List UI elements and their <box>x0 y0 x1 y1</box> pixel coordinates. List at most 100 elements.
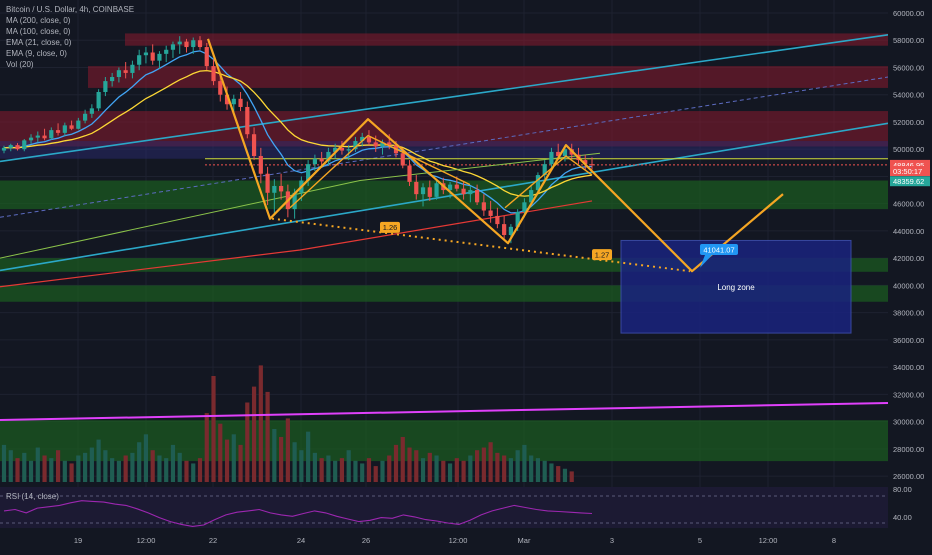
indicator-rsi[interactable]: RSI (14, close) <box>6 492 59 501</box>
indicator-ema21[interactable]: EMA (21, close, 0) <box>6 38 72 47</box>
volume-bar <box>468 455 473 482</box>
volume-bar <box>393 444 399 482</box>
volume-bar <box>461 460 466 482</box>
volume-bar <box>535 458 541 482</box>
volume-bar <box>69 463 74 482</box>
candle-body <box>589 164 595 166</box>
volume-bar <box>231 434 236 482</box>
volume-bar <box>407 447 412 482</box>
volume-panel <box>0 365 889 482</box>
volume-bar <box>285 418 290 482</box>
price-tick-label: 38000.00 <box>893 309 924 318</box>
volume-bar <box>380 460 385 482</box>
volume-bar <box>218 423 223 482</box>
symbol-title[interactable]: Bitcoin / U.S. Dollar, 4h, COINBASE <box>6 5 135 14</box>
fib-label-1-27: 1.27 <box>595 250 610 259</box>
volume-bar <box>427 452 432 482</box>
volume-bar <box>130 452 135 482</box>
volume-bar <box>238 444 243 482</box>
candle-body <box>333 147 338 152</box>
indicator-volume[interactable]: Vol (20) <box>6 60 34 69</box>
candle-body <box>326 151 331 162</box>
candle-body <box>468 190 473 195</box>
time-tick-label: 12:00 <box>759 536 778 545</box>
candle-body <box>373 142 378 147</box>
candle-body <box>366 136 372 143</box>
candle-body <box>502 224 507 236</box>
volume-bar <box>123 455 128 482</box>
candle-body <box>522 202 527 212</box>
candle-body <box>407 165 412 182</box>
candle-body <box>542 164 547 176</box>
volume-bar <box>326 455 331 482</box>
indicator-ma200[interactable]: MA (200, close, 0) <box>6 16 71 25</box>
volume-bar <box>116 460 121 482</box>
volume-bar <box>157 455 162 482</box>
volume-bar <box>76 455 81 482</box>
volume-bar <box>137 442 142 482</box>
volume-bar <box>28 460 34 482</box>
candle-body <box>279 185 284 192</box>
volume-bar <box>508 458 513 482</box>
volume-bar <box>22 452 27 482</box>
volume-bar <box>191 463 196 482</box>
time-tick-label: 26 <box>362 536 370 545</box>
candle-body <box>380 142 385 147</box>
volume-bar <box>556 466 561 482</box>
volume-bar <box>279 436 284 482</box>
fib-label-1-26-box <box>380 221 400 233</box>
candle-body <box>22 140 27 150</box>
channel-mid <box>0 76 889 218</box>
volume-bar <box>353 460 358 482</box>
candle-body <box>123 70 128 73</box>
indicator-ma100[interactable]: MA (100, close, 0) <box>6 27 71 36</box>
rsi-tick-label: 40.00 <box>893 513 912 522</box>
channel-upper <box>0 34 889 163</box>
long-zone-label: Long zone <box>717 283 755 292</box>
candle-body <box>251 134 257 157</box>
candle-body <box>150 52 155 61</box>
price-tick-label: 52000.00 <box>893 118 924 127</box>
long-zone-box <box>620 239 852 334</box>
price-tick-label: 44000.00 <box>893 227 924 236</box>
candle-body <box>49 130 54 139</box>
ma200-line <box>0 200 593 288</box>
time-tick-label: 8 <box>832 536 836 545</box>
volume-bar <box>42 455 47 482</box>
candle-body <box>8 145 13 148</box>
candle-body <box>515 211 520 227</box>
candle-body <box>434 183 439 197</box>
rsi-background <box>0 487 888 528</box>
time-axis-bg <box>0 528 932 550</box>
candle-body <box>272 185 277 193</box>
volume-bar <box>177 452 182 482</box>
volume-bar <box>542 460 547 482</box>
price-tick-label: 50000.00 <box>893 145 924 154</box>
volume-bar <box>103 450 108 482</box>
annotation-labels: 1.26 1.27 41041.07 Long zone <box>380 221 755 292</box>
volume-bar <box>299 450 304 482</box>
volume-bar <box>549 463 554 482</box>
price-tick-label: 36000.00 <box>893 336 924 345</box>
price-tag-label: 03:50:17 <box>893 167 922 176</box>
indicator-ema9[interactable]: EMA (9, close, 0) <box>6 49 67 58</box>
volume-bar <box>143 434 149 482</box>
candle-body <box>204 47 209 67</box>
rsi-line <box>3 500 593 527</box>
volume-bar <box>245 402 250 482</box>
volume-bar <box>522 444 527 482</box>
candle-body <box>400 153 405 166</box>
price-tick-label: 32000.00 <box>893 390 924 399</box>
candle-body <box>184 41 189 48</box>
volume-bar <box>292 442 297 482</box>
rsi-panel <box>0 487 888 528</box>
time-tick-label: 24 <box>297 536 305 545</box>
candle-body <box>218 81 223 95</box>
volume-bar <box>495 452 500 482</box>
channel-lower <box>0 122 889 272</box>
volume-bar <box>454 458 459 482</box>
volume-bar <box>312 452 317 482</box>
